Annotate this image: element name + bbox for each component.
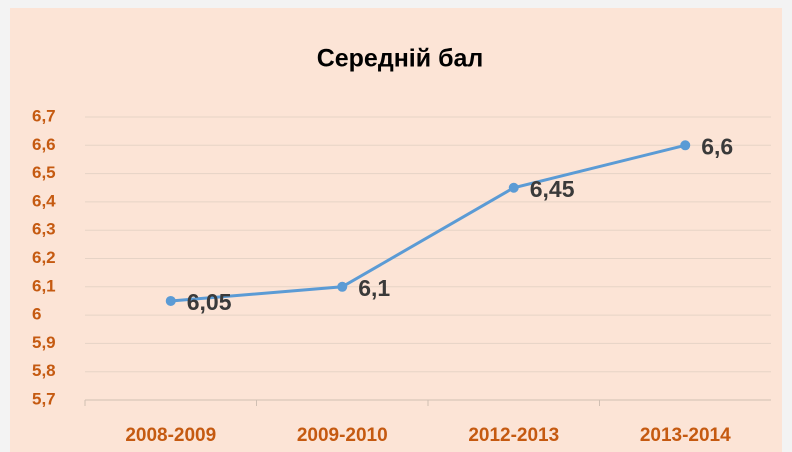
y-tick-label: 6,5 <box>32 163 56 182</box>
x-tick-label: 2008-2009 <box>125 425 216 446</box>
y-tick-label: 6,1 <box>32 276 56 295</box>
y-tick-label: 6,2 <box>32 248 56 267</box>
y-tick-label: 6,4 <box>32 191 56 210</box>
data-label: 6,45 <box>530 176 575 202</box>
x-tick-label: 2013-2014 <box>640 425 731 446</box>
point <box>337 281 348 292</box>
y-tick-label: 6 <box>32 305 41 324</box>
x-tick-label: 2012-2013 <box>468 425 559 446</box>
point <box>508 182 519 193</box>
data-label: 6,6 <box>701 133 733 159</box>
y-tick-label: 5,7 <box>32 389 56 408</box>
chart-title: Середній бал <box>317 45 484 73</box>
x-tick-label: 2009-2010 <box>297 425 388 446</box>
y-tick-label: 5,9 <box>32 333 56 352</box>
point <box>165 295 176 306</box>
y-tick-label: 6,3 <box>32 220 56 239</box>
y-tick-label: 6,6 <box>32 135 56 154</box>
line <box>170 143 686 303</box>
y-tick-label: 6,7 <box>32 106 56 125</box>
data-label: 6,05 <box>187 289 232 315</box>
y-tick-label: 5,8 <box>32 361 56 380</box>
data-label: 6,1 <box>358 275 390 301</box>
point <box>680 140 691 151</box>
